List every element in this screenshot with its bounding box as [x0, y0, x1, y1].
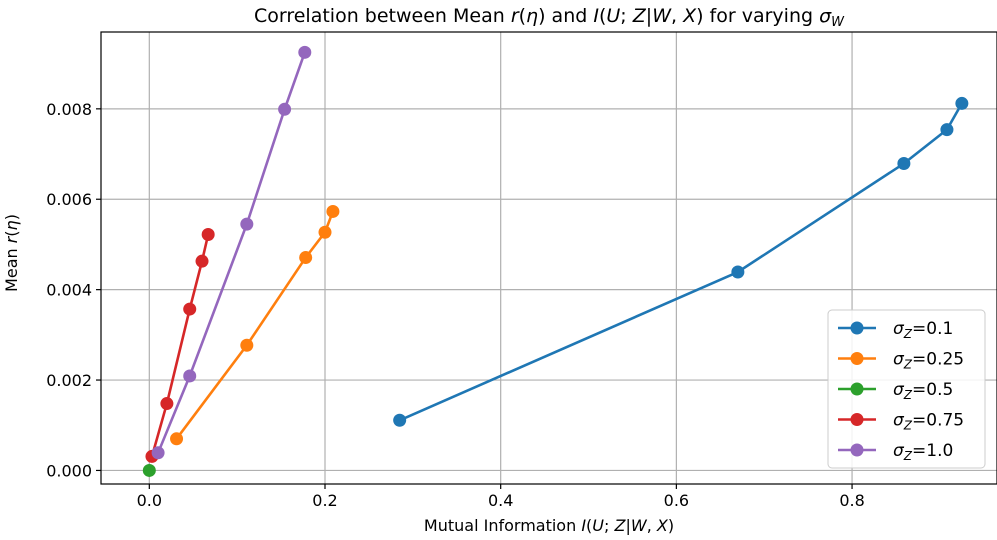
chart-title: Correlation between Mean r(η) and I(U; Z…	[254, 5, 845, 30]
x-tick-label: 0.4	[488, 491, 513, 510]
data-point	[142, 463, 156, 477]
data-point	[240, 338, 254, 352]
legend-marker	[850, 382, 864, 396]
data-point	[278, 102, 292, 116]
legend-item: σZ=0.1	[838, 319, 953, 341]
series-line	[150, 234, 210, 457]
x-tick-label: 0.0	[137, 491, 162, 510]
series-3	[145, 227, 215, 463]
data-point	[326, 204, 340, 218]
legend-label: σZ=0.75	[893, 411, 964, 433]
series-2	[142, 463, 156, 477]
series-layer	[142, 45, 969, 477]
series-line	[175, 210, 335, 440]
legend-marker	[850, 321, 864, 335]
legend-marker	[850, 413, 864, 426]
data-point	[240, 217, 254, 231]
legend-item: σZ=1.0	[838, 441, 953, 463]
data-point	[299, 251, 313, 265]
y-tick-label: 0.004	[46, 281, 92, 300]
legend-item: σZ=0.5	[838, 380, 953, 402]
x-tick-label: 0.2	[312, 491, 337, 510]
legend-item: σZ=0.25	[838, 350, 964, 372]
legend: σZ=0.1 σZ=0.25 σZ=0.5 σZ=0.75 σZ=1.0	[827, 309, 986, 469]
series-4	[151, 45, 312, 460]
data-point	[201, 227, 215, 241]
data-point	[393, 413, 407, 427]
data-point	[183, 302, 197, 316]
y-tick-label: 0.002	[46, 371, 92, 390]
data-point	[731, 265, 745, 279]
series-0	[393, 96, 969, 427]
data-point	[955, 96, 969, 110]
data-point	[183, 369, 197, 383]
series-1	[170, 204, 340, 446]
data-point	[195, 254, 209, 268]
data-point	[318, 225, 332, 239]
y-tick-label: 0.000	[46, 461, 92, 480]
x-tick-label: 0.8	[839, 491, 864, 510]
data-point	[897, 157, 911, 171]
data-point	[298, 45, 312, 59]
legend-label: σZ=1.0	[893, 441, 953, 463]
data-point	[160, 397, 174, 411]
legend-marker	[850, 443, 864, 457]
legend-item: σZ=0.75	[838, 411, 964, 433]
data-point	[151, 446, 165, 460]
y-tick-label: 0.008	[46, 100, 92, 119]
legend-label: σZ=0.25	[893, 350, 964, 372]
y-axis-label: Mean r(η)	[2, 214, 21, 292]
ticks: 0.0 0.2 0.4 0.6 0.8 0.000 0.002 0.004 0.006 0.008	[46, 100, 865, 510]
data-point	[170, 432, 184, 446]
legend-label: σZ=0.5	[893, 380, 953, 402]
legend-box	[827, 309, 986, 469]
legend-marker	[850, 352, 864, 365]
plot-frame	[100, 31, 997, 485]
x-tick-label: 0.6	[664, 491, 689, 510]
data-point	[940, 123, 954, 137]
y-tick-label: 0.006	[46, 190, 92, 209]
x-axis-label: Mutual Information I(U; Z|W, X)	[424, 516, 674, 535]
legend-label: σZ=0.1	[893, 319, 953, 341]
